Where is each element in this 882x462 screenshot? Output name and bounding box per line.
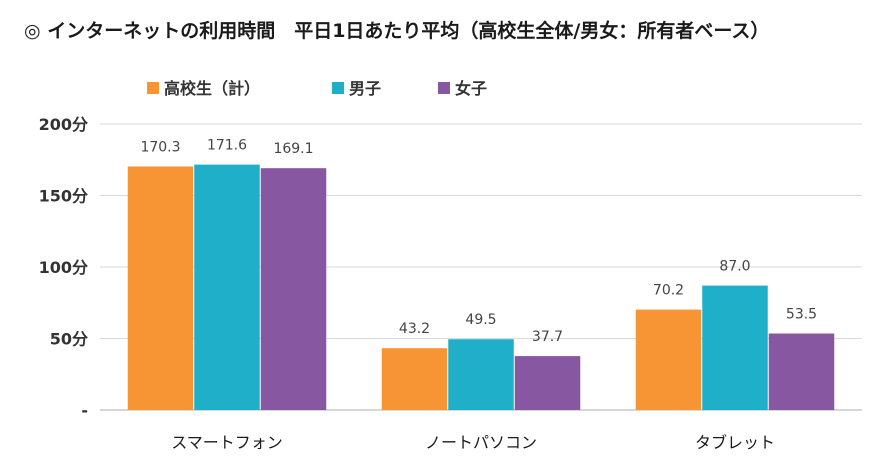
- bar-2-3: [514, 356, 581, 410]
- data-labels: 170.3 171.6 169.1 43.2 49.5 37.7 70.2 87.0 53.5: [140, 138, 817, 345]
- data-label-2-2: 49.5: [465, 312, 496, 328]
- legend-swatch-1: [147, 82, 159, 94]
- data-label-1-3: 169.1: [273, 141, 313, 157]
- x-tick-label-2: ノートパソコン: [425, 433, 537, 452]
- x-tick-label-3: タブレット: [695, 433, 775, 452]
- y-tick-label: -: [81, 401, 88, 420]
- legend-label-1: 高校生（計）: [164, 79, 260, 98]
- bar-3-3: [768, 333, 835, 410]
- bar-1-1: [127, 166, 194, 410]
- x-tick-label-1: スマートフォン: [171, 433, 283, 452]
- data-label-3-1: 70.2: [653, 283, 684, 299]
- bar-1-2: [194, 164, 260, 410]
- legend-swatch-3: [438, 82, 450, 94]
- chart-title: ◎ インターネットの利用時間 平日1日あたり平均（高校生全体/男女：所有者ベース…: [24, 19, 769, 42]
- y-tick-label: 200分: [39, 115, 88, 134]
- data-label-1-1: 170.3: [140, 139, 180, 155]
- x-axis: スマートフォン ノートパソコン タブレット: [171, 433, 775, 452]
- y-tick-label: 100分: [39, 258, 88, 277]
- bar-2-1: [381, 348, 448, 410]
- legend-label-3: 女子: [455, 79, 487, 98]
- y-tick-label: 150分: [39, 187, 88, 206]
- legend-label-2: 男子: [349, 79, 381, 98]
- legend-swatch-2: [332, 82, 344, 94]
- bar-3-1: [635, 309, 702, 410]
- data-label-2-3: 37.7: [532, 329, 563, 345]
- data-label-1-2: 171.6: [207, 138, 247, 154]
- data-label-2-1: 43.2: [399, 321, 430, 337]
- y-tick-label: 50分: [50, 330, 88, 349]
- legend: 高校生（計） 男子 女子: [147, 79, 487, 98]
- bars: [127, 164, 835, 410]
- bar-2-2: [448, 339, 514, 410]
- bar-3-2: [702, 285, 768, 410]
- bar-1-3: [260, 168, 327, 410]
- data-label-3-2: 87.0: [719, 259, 750, 275]
- data-label-3-3: 53.5: [786, 306, 817, 322]
